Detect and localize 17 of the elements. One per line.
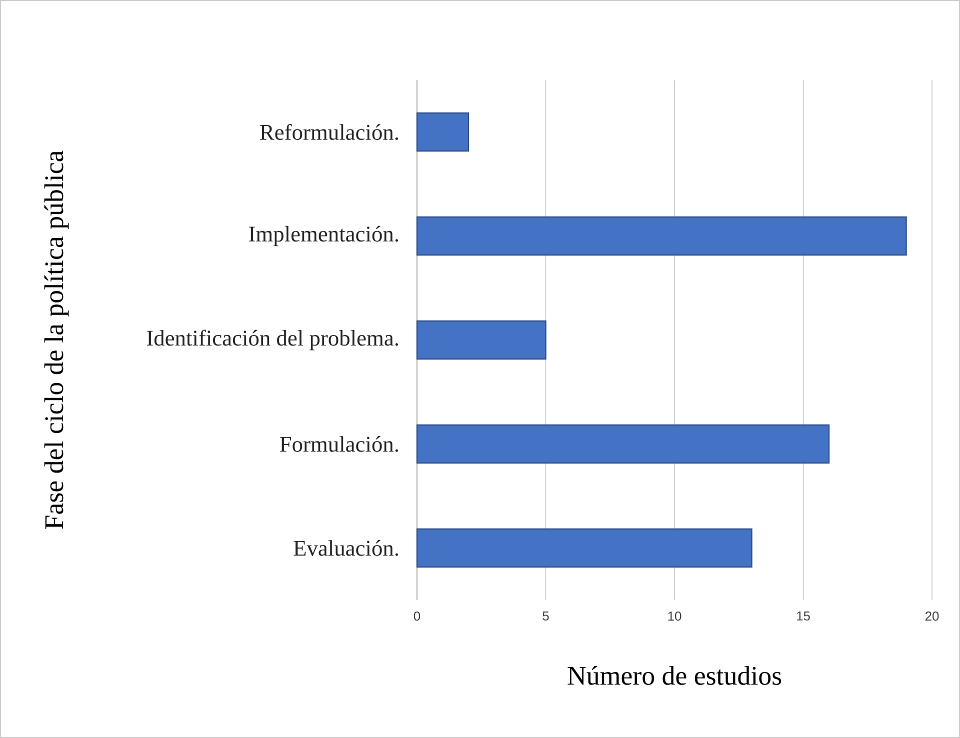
y-tick-label: Formulación. [280, 436, 398, 452]
y-axis-title: Fase del ciclo de la política pública [44, 150, 69, 529]
bar [416, 216, 907, 256]
y-tick-label: Evaluación. [294, 540, 398, 556]
bar [416, 424, 830, 464]
x-tick-label: 10 [668, 612, 682, 621]
x-tick-label: 15 [797, 612, 810, 621]
bar [416, 112, 470, 152]
y-tick-label: Identificación del problema. [146, 330, 398, 350]
x-axis-title: Número de estudios [568, 666, 782, 685]
y-tick-label: Implementación. [249, 226, 398, 246]
x-tick-label: 20 [925, 612, 939, 621]
x-tick-label: 0 [414, 612, 420, 621]
x-tick-label: 5 [542, 612, 549, 621]
bar [416, 320, 546, 360]
bar [416, 528, 752, 568]
y-tick-label: Reformulación. [260, 124, 398, 140]
